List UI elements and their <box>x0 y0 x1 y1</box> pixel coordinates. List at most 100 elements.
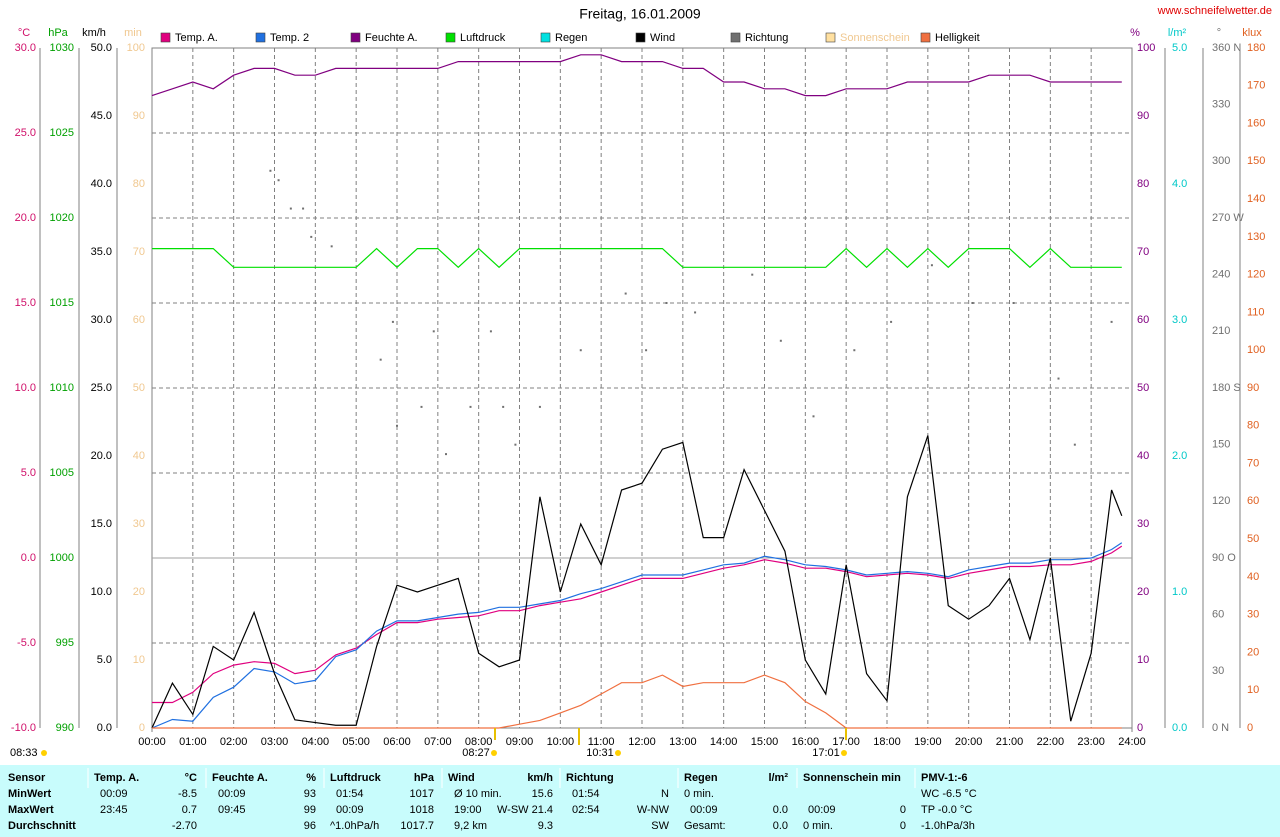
table-cell: 0.0 <box>773 804 788 816</box>
table-header: Feuchte A. <box>212 772 268 784</box>
y-tick-label: 160 <box>1247 117 1265 129</box>
axis-title: °C <box>18 27 30 39</box>
legend-label: Feuchte A. <box>365 32 418 44</box>
table-header: Luftdruck <box>330 772 382 784</box>
x-tick-label: 06:00 <box>383 736 411 748</box>
y-tick-label: 15.0 <box>91 518 112 530</box>
table-header: hPa <box>414 772 435 784</box>
table-cell: Gesamt: <box>684 820 726 832</box>
y-tick-label: 40 <box>1137 450 1149 462</box>
legend-label: Luftdruck <box>460 32 506 44</box>
y-tick-label: 4.0 <box>1172 178 1187 190</box>
site-url[interactable]: www.schneifelwetter.de <box>1157 5 1272 17</box>
table-cell: -2.70 <box>172 820 197 832</box>
y-tick-label: 180 <box>1247 42 1265 54</box>
legend-label: Richtung <box>745 32 788 44</box>
direction-point <box>330 245 333 248</box>
y-tick-label: 100 <box>127 42 145 54</box>
y-tick-label: 100 <box>1247 344 1265 356</box>
sun-time: 08:27 <box>462 747 490 759</box>
table-cell: WC -6.5 °C <box>921 788 977 800</box>
x-tick-label: 00:00 <box>138 736 166 748</box>
y-tick-label: 60 <box>1212 609 1224 621</box>
axis-title: l/m² <box>1168 27 1187 39</box>
y-tick-label: 35.0 <box>91 246 112 258</box>
y-tick-label: 1020 <box>50 212 74 224</box>
y-tick-label: 120 <box>1212 495 1230 507</box>
table-cell: N <box>661 788 669 800</box>
y-tick-label: 140 <box>1247 193 1265 205</box>
sun-time: 17:01 <box>812 747 840 759</box>
direction-point <box>502 405 505 408</box>
y-tick-label: 130 <box>1247 231 1265 243</box>
y-tick-label: 25.0 <box>91 382 112 394</box>
y-tick-label: 60 <box>1137 314 1149 326</box>
y-tick-label: 10 <box>1247 684 1259 696</box>
x-tick-label: 04:00 <box>302 736 330 748</box>
y-tick-label: 20 <box>1137 586 1149 598</box>
table-cell: 0 <box>900 820 906 832</box>
direction-point <box>310 235 313 238</box>
y-tick-label: 45.0 <box>91 110 112 122</box>
direction-point <box>420 405 423 408</box>
y-tick-label: 30 <box>1137 518 1149 530</box>
y-tick-label: 90 <box>133 110 145 122</box>
x-tick-label: 18:00 <box>873 736 901 748</box>
table-cell: 0.7 <box>182 804 197 816</box>
table-header: Wind <box>448 772 475 784</box>
table-header: °C <box>185 772 197 784</box>
y-tick-label: 0 <box>1137 722 1143 734</box>
y-tick-label: 3.0 <box>1172 314 1187 326</box>
direction-point <box>1057 377 1060 380</box>
table-cell: 96 <box>304 820 316 832</box>
sun-icon <box>841 750 847 756</box>
table-cell: 1017.7 <box>400 820 434 832</box>
x-tick-label: 09:00 <box>506 736 534 748</box>
row-label: MinWert <box>8 788 52 800</box>
y-tick-label: 90 <box>1137 110 1149 122</box>
direction-point <box>289 207 292 210</box>
y-tick-label: 1000 <box>50 552 74 564</box>
series-line <box>151 542 1123 729</box>
x-tick-label: 21:00 <box>996 736 1024 748</box>
y-tick-label: 25.0 <box>15 127 36 139</box>
table-cell: 19:00 <box>454 804 482 816</box>
table-cell: 00:09 <box>336 804 364 816</box>
x-tick-label: 16:00 <box>792 736 820 748</box>
table-cell: 0 <box>900 804 906 816</box>
table-cell: 9.3 <box>538 820 553 832</box>
y-tick-label: 5.0 <box>97 654 112 666</box>
direction-point <box>812 415 815 418</box>
legend-swatch <box>825 32 836 43</box>
sun-icon <box>41 750 47 756</box>
x-tick-label: 01:00 <box>179 736 207 748</box>
y-tick-label: 5.0 <box>1172 42 1187 54</box>
y-tick-label: 80 <box>1247 420 1259 432</box>
table-cell: Ø 10 min. <box>454 788 502 800</box>
direction-point <box>445 453 447 456</box>
direction-point <box>971 302 974 304</box>
x-tick-label: 05:00 <box>342 736 370 748</box>
series-line <box>152 545 1123 704</box>
table-cell: ^1.0hPa/h <box>330 820 379 832</box>
direction-point <box>489 330 492 333</box>
direction-point <box>1012 302 1015 304</box>
y-tick-label: 0.0 <box>21 552 36 564</box>
y-tick-label: 100 <box>1137 42 1155 54</box>
legend-label: Temp. 2 <box>270 32 309 44</box>
table-header: km/h <box>527 772 553 784</box>
axis-title: min <box>124 27 142 39</box>
table-cell: 00:09 <box>100 788 128 800</box>
table-cell: 01:54 <box>572 788 600 800</box>
y-tick-label: 0.0 <box>1172 722 1187 734</box>
chart-title: Freitag, 16.01.2009 <box>579 6 701 22</box>
table-cell: 15.6 <box>532 788 553 800</box>
series-line <box>152 674 1122 729</box>
table-cell: W-NW <box>637 804 670 816</box>
direction-point <box>269 169 272 172</box>
direction-point <box>538 405 541 408</box>
table-cell: 99 <box>304 804 316 816</box>
direction-point <box>1073 443 1076 446</box>
x-tick-label: 07:00 <box>424 736 452 748</box>
table-cell: -1.0hPa/3h <box>921 820 975 832</box>
